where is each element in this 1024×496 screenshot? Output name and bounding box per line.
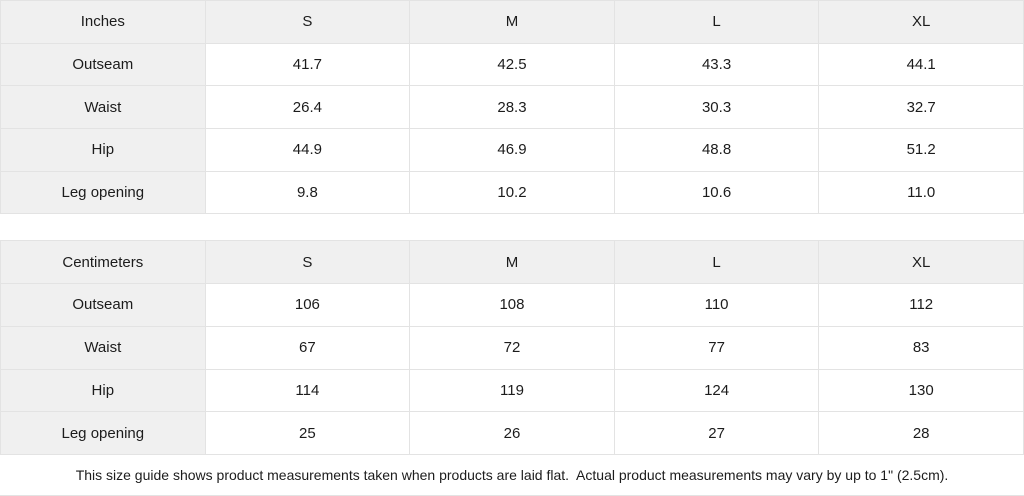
size-header-cell-xl: XL: [818, 0, 1024, 44]
size-guide-disclaimer: This size guide shows product measuremen…: [0, 454, 1024, 496]
measurement-value-cell: 108: [409, 283, 615, 327]
measurement-value-cell: 130: [818, 368, 1024, 413]
measurement-value-cell: 27: [613, 411, 820, 455]
measurement-value-cell: 83: [818, 325, 1024, 370]
measurement-value-cell: 114: [204, 368, 411, 413]
size-header-cell-m: M: [409, 0, 615, 44]
measurement-value-cell: 110: [613, 283, 820, 327]
measurement-label-cell: Leg opening: [0, 411, 206, 455]
measurement-label-cell: Waist: [0, 85, 206, 130]
measurement-label-cell: Outseam: [0, 283, 206, 327]
size-header-cell-s: S: [204, 240, 411, 285]
measurement-value-cell: 119: [409, 368, 615, 413]
table-row-waist: Waist 67 72 77 83: [0, 325, 1024, 370]
measurement-value-cell: 32.7: [818, 85, 1024, 130]
measurement-value-cell: 48.8: [613, 128, 820, 172]
measurement-value-cell: 46.9: [409, 128, 615, 172]
measurement-value-cell: 51.2: [818, 128, 1024, 172]
table-row-hip: Hip 114 119 124 130: [0, 368, 1024, 413]
table-row-outseam: Outseam 41.7 42.5 43.3 44.1: [0, 42, 1024, 87]
measurement-value-cell: 42.5: [409, 42, 615, 87]
table-section-gap: [0, 214, 1024, 241]
size-header-cell-l: L: [613, 240, 820, 285]
measurement-value-cell: 10.2: [409, 170, 615, 215]
measurement-value-cell: 28: [818, 411, 1024, 455]
measurement-label-cell: Hip: [0, 368, 206, 413]
measurement-value-cell: 26: [409, 411, 615, 455]
inches-size-table: Inches S M L XL Outseam 41.7 42.5 43.3 4…: [0, 0, 1024, 215]
measurement-value-cell: 112: [818, 283, 1024, 327]
measurement-value-cell: 72: [409, 325, 615, 370]
unit-header-cell: Inches: [0, 0, 206, 44]
measurement-value-cell: 30.3: [613, 85, 820, 130]
measurement-value-cell: 10.6: [613, 170, 820, 215]
measurement-value-cell: 25: [204, 411, 411, 455]
measurement-label-cell: Waist: [0, 325, 206, 370]
inches-header-row: Inches S M L XL: [0, 0, 1024, 44]
table-row-leg-opening: Leg opening 9.8 10.2 10.6 11.0: [0, 170, 1024, 215]
table-row-hip: Hip 44.9 46.9 48.8 51.2: [0, 128, 1024, 172]
unit-header-cell: Centimeters: [0, 240, 206, 285]
centimeters-size-table: Centimeters S M L XL Outseam 106 108 110…: [0, 240, 1024, 455]
table-row-outseam: Outseam 106 108 110 112: [0, 283, 1024, 327]
size-header-cell-s: S: [204, 0, 411, 44]
measurement-value-cell: 106: [204, 283, 411, 327]
measurement-value-cell: 28.3: [409, 85, 615, 130]
measurement-value-cell: 41.7: [204, 42, 411, 87]
size-header-cell-l: L: [613, 0, 820, 44]
measurement-value-cell: 11.0: [818, 170, 1024, 215]
measurement-label-cell: Outseam: [0, 42, 206, 87]
centimeters-header-row: Centimeters S M L XL: [0, 240, 1024, 285]
size-header-cell-xl: XL: [818, 240, 1024, 285]
measurement-value-cell: 44.1: [818, 42, 1024, 87]
measurement-value-cell: 44.9: [204, 128, 411, 172]
measurement-label-cell: Leg opening: [0, 170, 206, 215]
measurement-label-cell: Hip: [0, 128, 206, 172]
table-row-waist: Waist 26.4 28.3 30.3 32.7: [0, 85, 1024, 130]
measurement-value-cell: 124: [613, 368, 820, 413]
measurement-value-cell: 43.3: [613, 42, 820, 87]
size-header-cell-m: M: [409, 240, 615, 285]
table-row-leg-opening: Leg opening 25 26 27 28: [0, 411, 1024, 455]
measurement-value-cell: 77: [613, 325, 820, 370]
measurement-value-cell: 67: [204, 325, 411, 370]
measurement-value-cell: 9.8: [204, 170, 411, 215]
measurement-value-cell: 26.4: [204, 85, 411, 130]
